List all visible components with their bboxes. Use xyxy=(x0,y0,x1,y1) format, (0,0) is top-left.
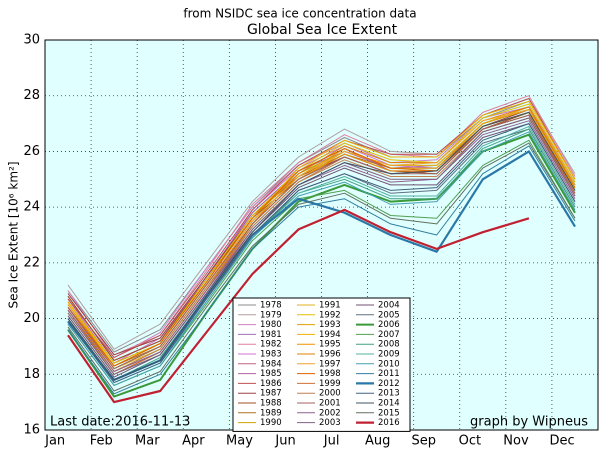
x-tick-label: Jun xyxy=(274,434,295,449)
x-tick-label: Sep xyxy=(412,434,437,449)
y-tick-label: 16 xyxy=(23,423,40,438)
legend-label: 2010 xyxy=(378,359,400,369)
chart-title: Global Sea Ice Extent xyxy=(247,22,398,38)
series-line xyxy=(67,123,576,378)
legend-label: 2014 xyxy=(378,399,400,409)
legend-label: 1994 xyxy=(319,330,341,340)
legend-label: 1983 xyxy=(260,350,282,360)
legend-label: 1998 xyxy=(319,369,341,379)
legend-label: 2007 xyxy=(378,330,400,340)
x-tick-label: May xyxy=(226,434,253,449)
chart-subtitle: from NSIDC sea ice concentration data xyxy=(183,7,416,21)
legend-label: 1988 xyxy=(260,399,282,409)
legend-label: 1987 xyxy=(260,389,282,399)
x-tick-label: Jul xyxy=(323,434,340,449)
legend-label: 1997 xyxy=(319,359,341,369)
legend-label: 2015 xyxy=(378,408,400,418)
x-tick-label: Jan xyxy=(44,434,65,449)
y-axis-label: Sea Ice Extent [10⁶ km²] xyxy=(7,161,21,308)
legend-label: 1980 xyxy=(260,320,282,330)
y-tick-label: 28 xyxy=(23,88,40,103)
x-tick-label: Dec xyxy=(549,434,574,449)
annotation: graph by Wipneus xyxy=(470,415,588,430)
x-tick-label: Apr xyxy=(182,434,205,449)
y-tick-label: 22 xyxy=(23,255,40,270)
legend-label: 1995 xyxy=(319,340,341,350)
legend-label: 1984 xyxy=(260,359,282,369)
legend-label: 1982 xyxy=(260,340,282,350)
y-tick-label: 26 xyxy=(23,144,40,159)
legend-label: 1993 xyxy=(319,320,341,330)
legend-label: 1978 xyxy=(260,301,282,311)
legend-label: 1986 xyxy=(260,379,282,389)
legend-label: 2004 xyxy=(378,301,400,311)
series-line xyxy=(67,120,576,372)
series-line xyxy=(67,131,576,386)
legend-label: 2016 xyxy=(378,418,400,428)
legend-label: 1979 xyxy=(260,310,282,320)
series-line xyxy=(67,208,530,404)
legend-label: 2011 xyxy=(378,369,400,379)
legend-label: 2002 xyxy=(319,408,341,418)
legend-label: 1989 xyxy=(260,408,282,418)
x-tick-label: Mar xyxy=(135,434,160,449)
series-line xyxy=(67,123,576,384)
series-line xyxy=(67,114,576,370)
legend-label: 1981 xyxy=(260,330,282,340)
legend-label: 2000 xyxy=(319,389,341,399)
y-tick-label: 18 xyxy=(23,367,40,382)
legend-label: 2003 xyxy=(319,418,341,428)
legend-label: 2013 xyxy=(378,389,400,399)
series-line xyxy=(67,142,576,392)
x-tick-label: Feb xyxy=(90,434,113,449)
legend-label: 1985 xyxy=(260,369,282,379)
x-tick-label: Aug xyxy=(365,434,390,449)
annotation: Last date:2016-11-13 xyxy=(50,415,190,430)
legend-box xyxy=(232,297,411,432)
x-tick-label: Oct xyxy=(459,434,481,449)
y-tick-label: 20 xyxy=(23,311,40,326)
series-line xyxy=(67,128,576,381)
legend-label: 2012 xyxy=(378,379,400,389)
y-tick-label: 30 xyxy=(23,33,40,48)
legend-label: 1999 xyxy=(319,379,341,389)
legend-label: 2006 xyxy=(378,320,400,330)
y-tick-label: 24 xyxy=(23,200,40,215)
x-tick-label: Nov xyxy=(503,434,529,449)
legend-label: 1996 xyxy=(319,350,341,360)
legend-label: 2008 xyxy=(378,340,400,350)
legend-label: 1992 xyxy=(319,310,341,320)
legend-label: 2009 xyxy=(378,350,400,360)
legend-label: 1990 xyxy=(260,418,282,428)
legend-label: 1991 xyxy=(319,301,341,311)
legend-label: 2005 xyxy=(378,310,400,320)
series-line xyxy=(67,145,576,395)
series-line xyxy=(67,111,576,381)
legend-label: 2001 xyxy=(319,399,341,409)
